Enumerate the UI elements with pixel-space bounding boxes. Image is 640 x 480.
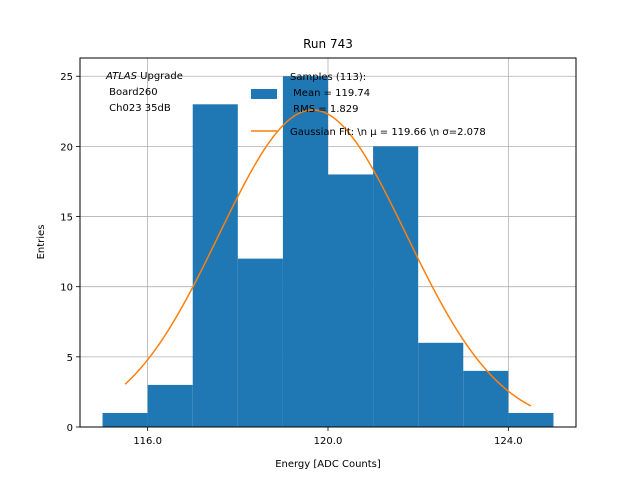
y-tick-label: 0 — [67, 423, 73, 434]
histogram-bar — [463, 370, 509, 427]
legend-samples-label: Samples (113): — [290, 72, 366, 83]
histogram-bars — [102, 76, 554, 428]
y-axis-label: Entries — [36, 225, 47, 260]
annotation-line-1: ATLAS Upgrade — [105, 71, 183, 82]
x-tick-label: 116.0 — [133, 436, 162, 447]
legend-fit-label: Gaussian Fit: \n μ = 119.66 \n σ=2.078 — [290, 127, 486, 138]
histogram-bar — [147, 384, 193, 427]
chart-title: Run 743 — [303, 37, 353, 51]
annotation-atlas: ATLAS — [105, 71, 138, 82]
axis-ticks: 116.0 120.0 124.0 0 5 10 15 20 25 — [60, 72, 522, 447]
histogram-bar — [418, 342, 464, 427]
y-tick-label: 25 — [60, 72, 73, 83]
atlas-annotation: ATLAS Upgrade Board260 Ch023 35dB — [105, 71, 183, 114]
x-axis-label: Energy [ADC Counts] — [275, 459, 381, 470]
histogram-bar — [373, 146, 419, 427]
fit-curve — [124, 109, 532, 407]
legend-rms-label: RMS = 1.829 — [290, 104, 358, 115]
x-tick-label: 124.0 — [494, 436, 523, 447]
legend: Samples (113): Mean = 119.74 RMS = 1.829… — [251, 72, 486, 138]
histogram-bar — [282, 76, 328, 428]
histogram-bar — [102, 412, 148, 427]
annotation-upgrade: Upgrade — [137, 71, 183, 82]
annotation-board: Board260 — [106, 87, 158, 98]
y-tick-label: 10 — [60, 283, 73, 294]
y-tick-label: 15 — [60, 213, 73, 224]
y-tick-label: 5 — [67, 353, 73, 364]
annotation-channel: Ch023 35dB — [106, 103, 171, 114]
legend-histogram-swatch — [251, 89, 277, 99]
gaussian-fit — [124, 109, 532, 407]
legend-mean-label: Mean = 119.74 — [290, 88, 370, 99]
histogram-bar — [328, 174, 374, 427]
y-tick-label: 20 — [60, 142, 73, 153]
histogram-bar — [237, 258, 283, 427]
x-tick-label: 120.0 — [314, 436, 343, 447]
histogram-bar — [508, 412, 554, 427]
histogram-bar — [192, 104, 238, 427]
